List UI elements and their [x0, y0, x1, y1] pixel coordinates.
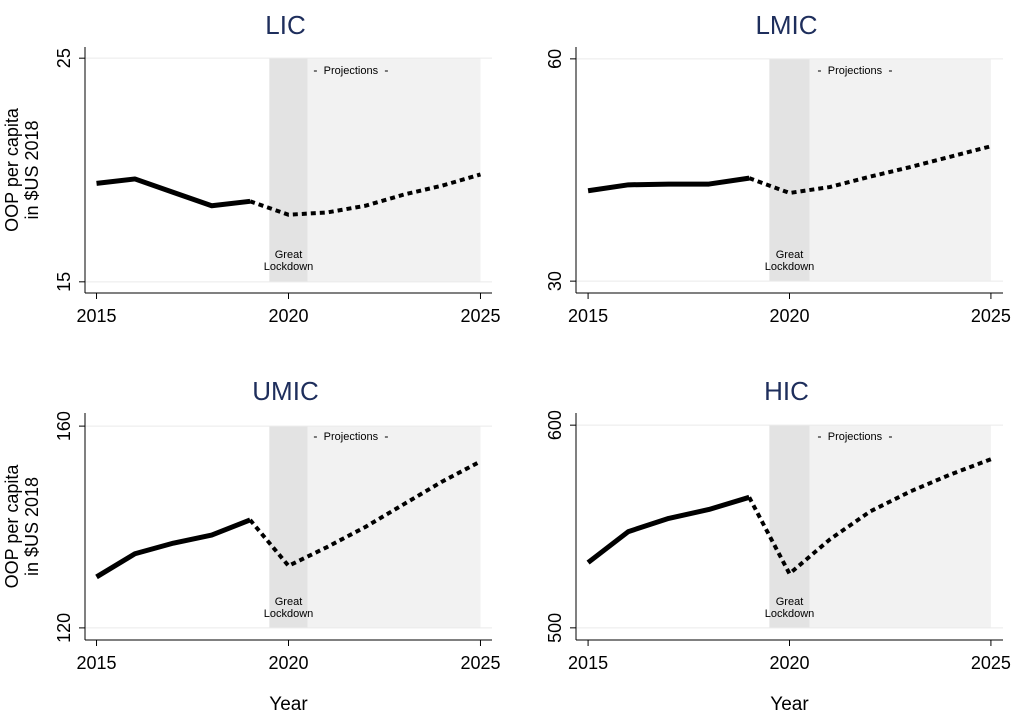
x-tick-label: 2025	[460, 653, 500, 673]
region-label-line: Lockdown	[765, 608, 815, 620]
y-tick-label: 15	[54, 272, 74, 292]
y-tick-label: 60	[545, 49, 565, 69]
shaded-region	[307, 426, 481, 628]
y-axis-label-line: OOP per capita	[2, 107, 22, 232]
series-line	[248, 459, 482, 568]
x-tick-label: 2025	[971, 306, 1011, 326]
region-label-line: Lockdown	[264, 261, 314, 273]
y-tick-label: 160	[54, 411, 74, 441]
region-label-line: Lockdown	[264, 608, 314, 620]
region-label: Great Lockdown	[765, 596, 815, 620]
x-tick-label: 2015	[76, 306, 116, 326]
shaded-region	[269, 426, 308, 628]
region-label-line: Lockdown	[765, 261, 815, 273]
shaded-region	[769, 425, 810, 628]
y-tick-label: 500	[545, 613, 565, 643]
series-line	[586, 494, 750, 565]
region-label-line: Great	[776, 596, 804, 608]
x-tick-label: 2025	[460, 306, 500, 326]
x-tick-label: 2020	[769, 306, 809, 326]
shaded-region	[809, 425, 991, 628]
region-label-line: Great	[275, 249, 303, 261]
x-tick-label: 2020	[268, 653, 308, 673]
x-tick-label: 2020	[769, 653, 809, 673]
shaded-region	[269, 58, 308, 282]
y-axis-label-line: in $US 2018	[22, 477, 42, 576]
series-line	[748, 144, 992, 195]
region-label: Projections	[324, 431, 379, 443]
region-label: Projections	[828, 431, 883, 443]
series-line	[249, 172, 482, 217]
x-tick-label: 2015	[76, 653, 116, 673]
y-axis-label-line: in $US 2018	[22, 120, 42, 219]
y-tick-label: 25	[54, 48, 74, 68]
y-axis-label-line: OOP per capita	[2, 464, 22, 589]
y-tick-label: 120	[54, 613, 74, 643]
x-tick-label: 2015	[568, 306, 608, 326]
x-tick-label: 2015	[568, 653, 608, 673]
x-axis-label: Year	[770, 694, 809, 713]
x-tick-label: 2025	[971, 653, 1011, 673]
x-axis-label: Year	[269, 694, 308, 713]
region-label: Projections	[828, 65, 883, 77]
panel-title: LMIC	[755, 10, 817, 40]
region-label-line: Great	[275, 596, 303, 608]
series-line	[96, 176, 251, 209]
y-axis-label: OOP per capitain $US 2018	[2, 464, 42, 589]
y-tick-label: 600	[545, 410, 565, 440]
x-tick-label: 2020	[268, 306, 308, 326]
region-label: Great Lockdown	[264, 249, 314, 273]
panel-title: LIC	[265, 10, 305, 40]
y-axis-label: OOP per capitain $US 2018	[2, 107, 42, 232]
region-label: Great Lockdown	[765, 249, 815, 273]
panel-title: UMIC	[252, 376, 318, 406]
panel-title: HIC	[764, 376, 809, 406]
region-label: Great Lockdown	[264, 596, 314, 620]
series-line	[95, 517, 252, 580]
shaded-region	[769, 58, 810, 282]
y-tick-label: 30	[545, 271, 565, 291]
region-label: Projections	[324, 65, 379, 77]
region-label-line: Great	[776, 249, 804, 261]
series-line	[587, 175, 750, 194]
shaded-region	[307, 58, 481, 282]
